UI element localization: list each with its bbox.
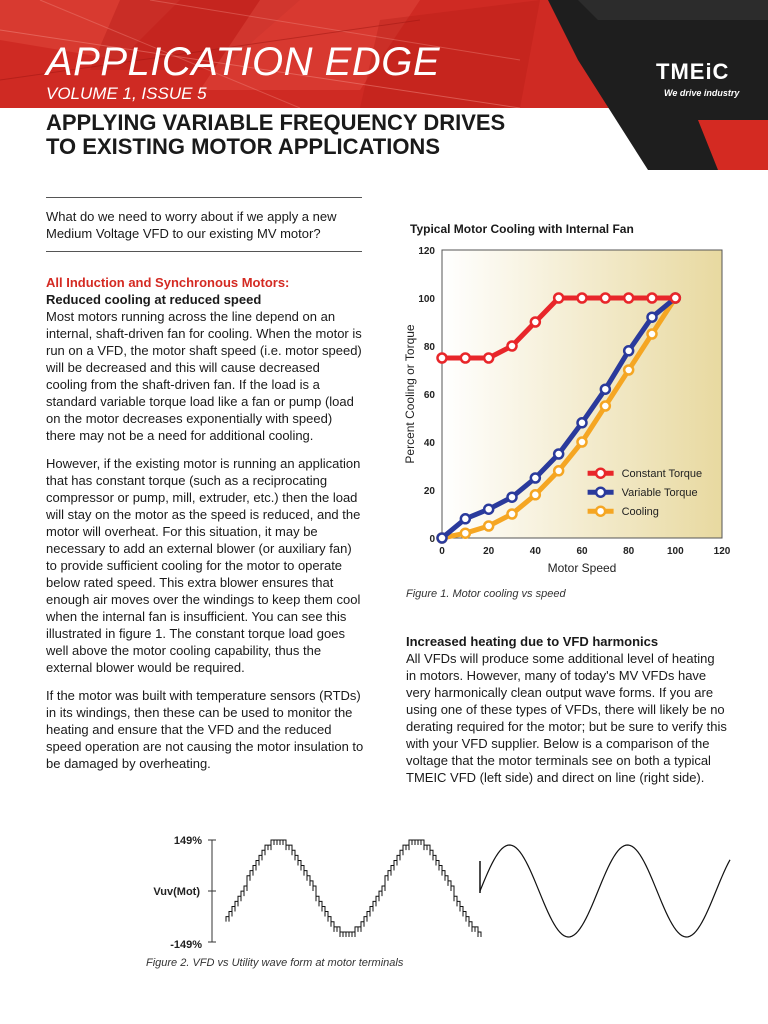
waveform-bottom-label: -149% <box>170 939 202 950</box>
waveform-top-label: 149% <box>174 835 202 847</box>
vfd-waveform <box>225 839 482 937</box>
data-point <box>459 527 472 539</box>
data-point <box>459 513 472 525</box>
issue-label: VOLUME 1, ISSUE 5 <box>46 84 207 103</box>
data-point <box>576 436 588 448</box>
data-point <box>576 417 588 429</box>
data-point <box>482 352 495 364</box>
data-point <box>599 292 612 304</box>
data-point <box>482 520 495 532</box>
data-point <box>646 328 658 340</box>
left-column: What do we need to worry about if we app… <box>46 208 364 783</box>
y-tick-label: 60 <box>424 390 436 401</box>
harmonics-paragraph: All VFDs will produce some additional le… <box>406 651 727 785</box>
company-tagline: We drive industry <box>664 88 740 98</box>
data-point <box>529 316 542 328</box>
logo-panel <box>548 0 768 170</box>
x-tick-label: 20 <box>483 546 495 557</box>
x-tick-label: 120 <box>714 546 731 557</box>
x-tick-label: 60 <box>576 546 588 557</box>
legend-marker <box>594 505 607 517</box>
harmonics-heading: Increased heating due to VFD harmonics <box>406 634 659 649</box>
article-title: APPLYING VARIABLE FREQUENCY DRIVES TO EX… <box>46 111 606 159</box>
subheading: Reduced cooling at reduced speed <box>46 292 262 307</box>
x-axis-label: Motor Speed <box>548 561 617 575</box>
data-point <box>506 491 518 503</box>
waveform-figure: 149% Vuv(Mot) -149% <box>153 835 731 950</box>
data-point <box>552 448 565 460</box>
data-point <box>436 532 448 544</box>
data-point <box>646 311 658 323</box>
x-tick-label: 40 <box>530 546 542 557</box>
y-tick-label: 100 <box>418 294 435 305</box>
y-tick-label: 20 <box>424 486 436 497</box>
paragraph-1: Most motors running across the line depe… <box>46 309 362 443</box>
legend-marker <box>594 467 607 479</box>
right-column: Increased heating due to VFD harmonics A… <box>406 633 728 786</box>
data-point <box>622 345 635 357</box>
data-point <box>482 503 495 515</box>
intro-paragraph: What do we need to worry about if we app… <box>46 209 337 241</box>
data-point <box>622 292 635 304</box>
data-point <box>622 364 635 376</box>
data-point <box>552 465 565 477</box>
data-point <box>436 352 448 364</box>
data-point <box>576 292 588 304</box>
figure-2-caption: Figure 2. VFD vs Utility wave form at mo… <box>146 957 404 969</box>
title-line-2: TO EXISTING MOTOR APPLICATIONS <box>46 134 440 159</box>
data-point <box>552 292 565 304</box>
utility-waveform <box>479 844 731 938</box>
data-point <box>669 292 682 304</box>
data-point <box>529 472 542 484</box>
legend-label: Cooling <box>622 506 659 518</box>
legend-marker <box>594 486 607 498</box>
section-heading: All Induction and Synchronous Motors: <box>46 275 290 290</box>
series-title: APPLICATION EDGE <box>46 40 441 84</box>
y-tick-label: 120 <box>418 246 435 257</box>
title-line-1: APPLYING VARIABLE FREQUENCY DRIVES <box>46 110 506 135</box>
data-point <box>529 489 542 501</box>
y-axis-label: Percent Cooling or Torque <box>403 324 417 464</box>
x-tick-label: 100 <box>667 546 684 557</box>
paragraph-2: However, if the existing motor is runnin… <box>46 456 361 675</box>
legend-label: Constant Torque <box>622 468 703 480</box>
data-point <box>599 383 612 395</box>
data-point <box>599 400 612 412</box>
y-tick-label: 0 <box>429 534 435 545</box>
x-tick-label: 0 <box>439 546 445 557</box>
legend-label: Variable Torque <box>622 487 698 499</box>
figure-1-caption: Figure 1. Motor cooling vs speed <box>406 588 566 600</box>
divider-bottom <box>46 251 362 252</box>
y-tick-label: 40 <box>424 438 436 449</box>
divider-top <box>46 197 362 198</box>
data-point <box>506 508 518 520</box>
motor-cooling-chart: 0 20 40 60 80 100 120 0 20 40 60 80 100 120 Motor Spee… <box>403 246 731 575</box>
data-point <box>459 352 472 364</box>
y-tick-label: 80 <box>424 342 436 353</box>
x-tick-label: 80 <box>623 546 635 557</box>
chart-title: Typical Motor Cooling with Internal Fan <box>410 222 634 236</box>
company-logo: TMEiC <box>656 59 730 84</box>
data-point <box>506 340 518 352</box>
data-point <box>646 292 658 304</box>
waveform-mid-label: Vuv(Mot) <box>153 886 200 898</box>
paragraph-3: If the motor was built with temperature … <box>46 688 364 771</box>
